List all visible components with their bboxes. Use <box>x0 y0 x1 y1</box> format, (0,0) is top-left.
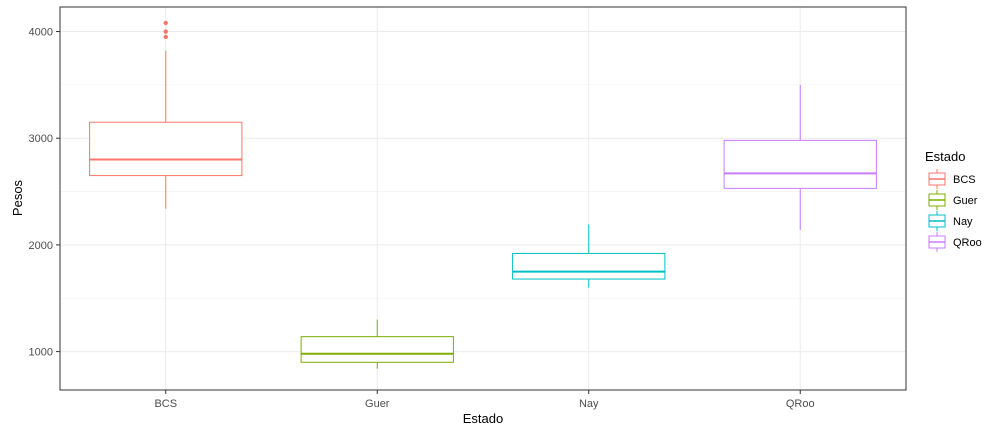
box-qroo <box>723 84 877 230</box>
legend-item-bcs: BCS <box>928 169 976 189</box>
outlier-point <box>163 20 168 26</box>
box-iqr <box>89 121 243 177</box>
y-tick-label: 2000 <box>29 240 53 252</box>
y-tick-label: 3000 <box>29 133 53 145</box>
x-axis-title: Estado <box>463 411 503 426</box>
y-axis-ticks: 1000 2000 3000 4000 <box>29 27 60 359</box>
legend-item-guer: Guer <box>928 190 978 210</box>
x-tick-label: QRoo <box>786 398 815 410</box>
box-iqr <box>300 336 454 363</box>
legend-item-qroo: QRoo <box>928 232 982 252</box>
box-bcs <box>89 20 243 209</box>
legend: Estado BCS Guer Nay QRoo <box>925 149 982 252</box>
x-axis-ticks: BCS Guer Nay QRoo <box>154 390 815 410</box>
outlier-point <box>163 29 168 34</box>
legend-label: Nay <box>953 216 973 228</box>
y-tick-label: 4000 <box>29 27 53 39</box>
outlier-point <box>163 34 168 40</box>
box-iqr <box>723 139 877 189</box>
box-nay <box>512 224 666 288</box>
x-tick-label: BCS <box>154 398 177 410</box>
box-iqr <box>512 252 666 280</box>
legend-label: Guer <box>953 195 978 207</box>
box-guer <box>300 319 454 369</box>
y-tick-label: 1000 <box>29 347 53 359</box>
boxes <box>89 20 877 369</box>
y-axis-title: Pesos <box>10 179 25 216</box>
legend-label: QRoo <box>953 237 982 249</box>
x-tick-label: Nay <box>579 398 599 410</box>
x-tick-label: Guer <box>365 398 390 410</box>
legend-label: BCS <box>953 174 976 186</box>
legend-item-nay: Nay <box>928 211 973 231</box>
legend-items: BCS Guer Nay QRoo <box>928 169 982 252</box>
legend-title: Estado <box>925 149 965 164</box>
plot-border <box>59 6 907 391</box>
